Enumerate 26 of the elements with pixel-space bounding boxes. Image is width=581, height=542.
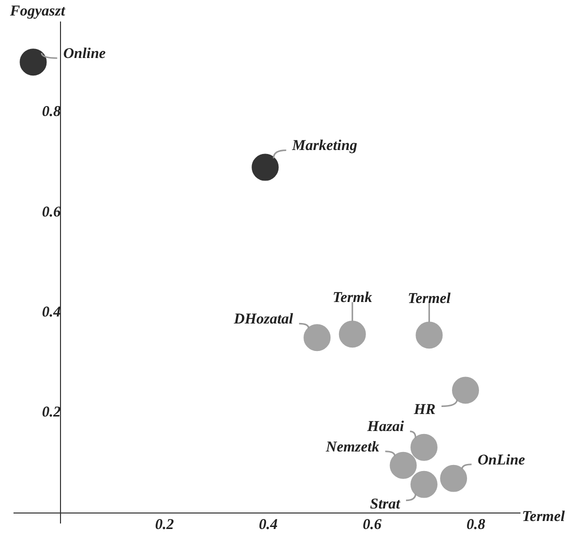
point <box>252 154 279 181</box>
point <box>452 376 480 404</box>
annotation: Termk <box>332 290 373 306</box>
annotation: Online <box>63 46 106 62</box>
x-tick-label: 0.2 <box>155 516 174 533</box>
point <box>304 324 331 352</box>
annotation: Hazai <box>366 419 405 436</box>
point <box>338 320 366 348</box>
x-axis-title: Termel <box>522 508 566 525</box>
point <box>416 322 443 349</box>
point <box>20 48 47 76</box>
annotation: HR <box>412 402 436 418</box>
annotation: Nemzetk <box>324 439 380 456</box>
annotation: DHozatal <box>232 312 294 328</box>
point <box>390 452 417 479</box>
point <box>410 434 438 461</box>
annotation: OnLine <box>478 452 526 468</box>
x-tick-label: 0.8 <box>466 516 486 533</box>
point <box>410 470 438 498</box>
annotation: Strat <box>370 496 401 512</box>
annotation: Termel <box>408 291 452 307</box>
x-tick-label: 0.6 <box>362 516 382 533</box>
point <box>440 464 468 492</box>
annotation: Marketing <box>291 138 358 154</box>
x-tick-label: 0.4 <box>258 516 278 533</box>
y-axis-title: Fogyaszt <box>9 3 66 20</box>
